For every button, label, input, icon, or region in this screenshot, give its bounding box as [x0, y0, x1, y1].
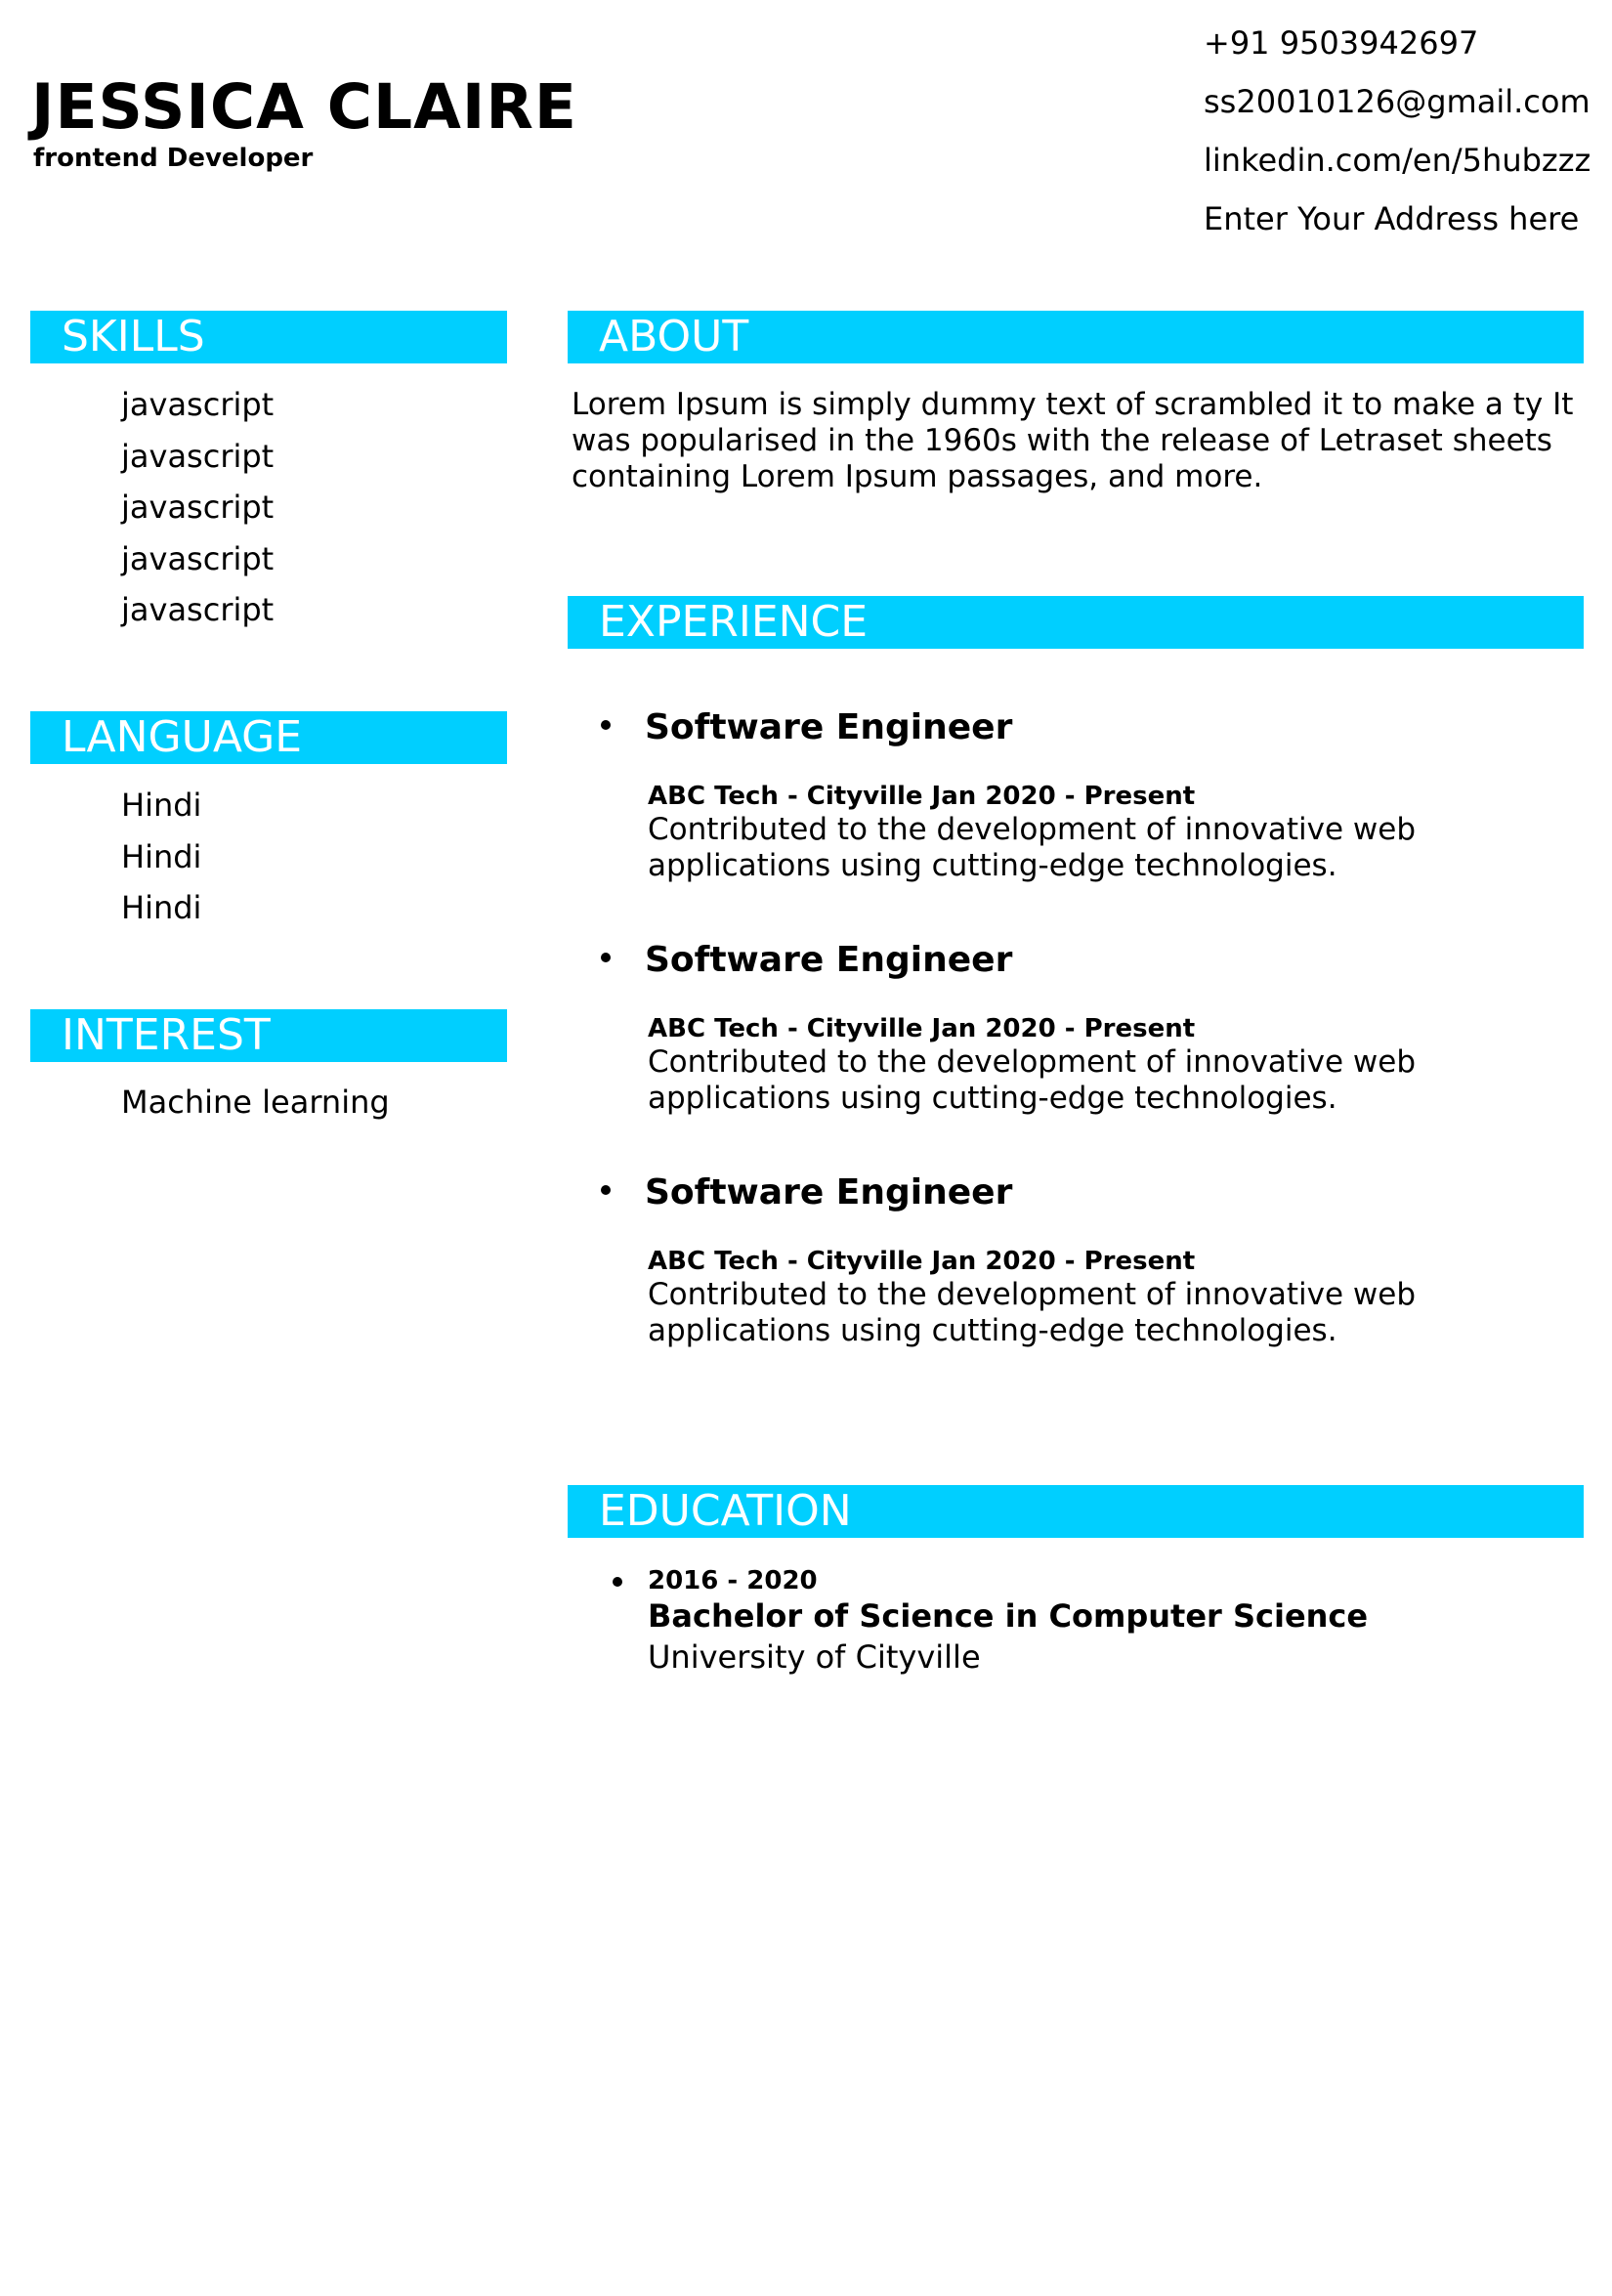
experience-title: Software Engineer	[645, 707, 1013, 747]
bullet-icon	[613, 1577, 622, 1587]
bullet-icon	[601, 1185, 611, 1195]
contact-block: +91 9503942697 ss20010126@gmail.com link…	[1204, 14, 1591, 248]
language-list: Hindi Hindi Hindi	[121, 780, 201, 934]
interest-list: Machine learning	[121, 1077, 390, 1128]
skills-list: javascript javascript javascript javascr…	[121, 379, 274, 636]
contact-address: Enter Your Address here	[1204, 200, 1580, 237]
experience-heading: EXPERIENCE	[568, 596, 1584, 649]
experience-meta: ABC Tech - Cityville Jan 2020 - Present	[648, 1247, 1196, 1276]
about-text: Lorem Ipsum is simply dummy text of scra…	[572, 387, 1574, 494]
contact-email: ss20010126@gmail.com	[1204, 83, 1591, 120]
language-heading: LANGUAGE	[30, 711, 507, 764]
skill-item: javascript	[121, 489, 275, 526]
about-heading: ABOUT	[568, 311, 1584, 363]
skills-heading: SKILLS	[30, 311, 507, 363]
interest-item: Machine learning	[121, 1084, 390, 1121]
bullet-icon	[601, 720, 611, 730]
language-item: Hindi	[121, 889, 202, 926]
education-degree: Bachelor of Science in Computer Science	[648, 1597, 1369, 1635]
language-item: Hindi	[121, 787, 202, 824]
contact-linkedin: linkedin.com/en/5hubzzz	[1204, 142, 1591, 179]
bullet-icon	[601, 953, 611, 962]
skill-item: javascript	[121, 386, 275, 423]
experience-description: Contributed to the development of innova…	[648, 812, 1417, 883]
skill-item: javascript	[121, 437, 275, 475]
interest-heading: INTEREST	[30, 1009, 507, 1062]
education-heading: EDUCATION	[568, 1485, 1584, 1538]
experience-title: Software Engineer	[645, 940, 1013, 980]
skill-item: javascript	[121, 591, 275, 628]
language-item: Hindi	[121, 837, 202, 875]
experience-description: Contributed to the development of innova…	[648, 1277, 1417, 1348]
experience-description: Contributed to the development of innova…	[648, 1044, 1417, 1116]
skill-item: javascript	[121, 539, 275, 577]
resume-role: frontend Developer	[33, 144, 314, 173]
education-years: 2016 - 2020	[648, 1566, 818, 1595]
contact-phone: +91 9503942697	[1204, 24, 1479, 62]
experience-title: Software Engineer	[645, 1172, 1013, 1212]
experience-meta: ABC Tech - Cityville Jan 2020 - Present	[648, 1014, 1196, 1043]
experience-meta: ABC Tech - Cityville Jan 2020 - Present	[648, 782, 1196, 811]
resume-name: JESSICA CLAIRE	[31, 71, 577, 143]
education-school: University of Cityville	[648, 1638, 981, 1676]
